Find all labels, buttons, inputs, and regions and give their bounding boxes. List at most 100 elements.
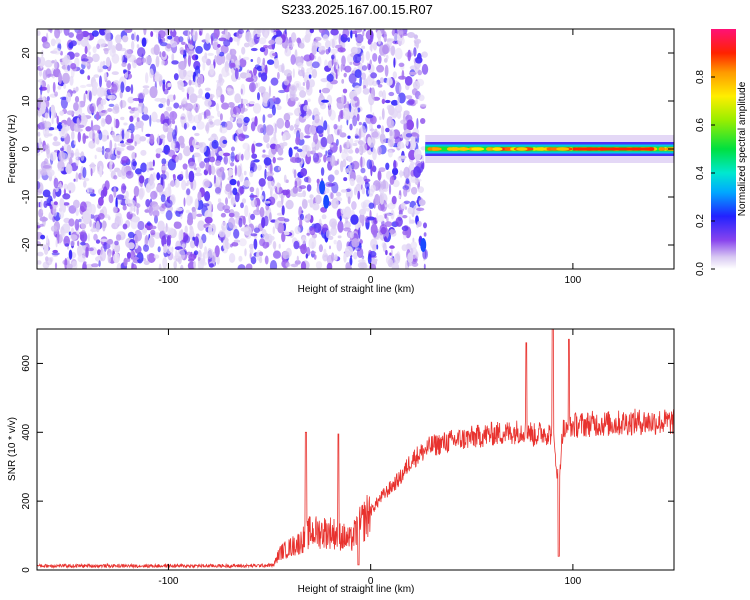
noise-cell <box>284 29 287 35</box>
noise-cell <box>57 168 64 172</box>
noise-cell <box>213 119 222 126</box>
noise-cell <box>386 77 393 86</box>
noise-cell <box>94 154 97 160</box>
noise-cell <box>377 215 385 223</box>
noise-cell <box>268 235 275 241</box>
noise-cell <box>81 58 89 62</box>
noise-cell <box>250 47 258 52</box>
noise-cell <box>284 218 290 222</box>
noise-cell <box>71 90 77 94</box>
noise-cell <box>53 201 58 206</box>
noise-cell <box>69 234 78 241</box>
noise-cell <box>267 113 273 118</box>
noise-cell <box>413 166 421 178</box>
noise-cell <box>223 39 231 47</box>
noise-cell <box>238 133 246 142</box>
noise-cell <box>111 45 116 54</box>
noise-cell <box>259 47 266 53</box>
noise-cell <box>248 101 255 105</box>
noise-cell <box>253 209 261 216</box>
noise-cell <box>179 105 182 109</box>
noise-cell <box>44 121 52 129</box>
noise-cell <box>91 105 95 114</box>
noise-cell <box>152 209 160 218</box>
noise-cell <box>325 150 328 156</box>
noise-cell <box>195 45 203 54</box>
noise-cell <box>272 250 282 259</box>
noise-cell <box>410 186 418 195</box>
noise-cell <box>131 263 137 269</box>
noise-cell <box>95 239 101 244</box>
noise-cell <box>288 147 293 158</box>
noise-cell <box>170 180 176 187</box>
noise-cell <box>387 136 395 148</box>
noise-cell <box>295 136 300 145</box>
noise-cell <box>355 183 361 193</box>
noise-cell <box>272 156 276 164</box>
noise-cell <box>106 135 109 140</box>
noise-cell <box>318 244 323 253</box>
noise-cell <box>227 88 235 96</box>
noise-cell <box>358 227 361 239</box>
noise-cell <box>138 175 145 184</box>
noise-cell <box>89 203 96 215</box>
noise-cell <box>225 197 228 206</box>
noise-cell <box>216 49 221 55</box>
noise-cell <box>154 73 163 82</box>
noise-cell <box>354 69 362 79</box>
noise-cell <box>274 218 279 230</box>
noise-cell <box>150 31 154 37</box>
noise-cell <box>274 36 283 45</box>
noise-cell <box>418 199 426 206</box>
noise-cell <box>87 75 91 80</box>
colorbar-label: Normalized spectral amplitude <box>737 81 748 216</box>
noise-cell <box>416 78 425 87</box>
noise-cell <box>405 178 410 185</box>
noise-cell <box>99 165 103 178</box>
noise-cell <box>123 69 127 73</box>
noise-cell <box>231 241 239 247</box>
noise-cell <box>44 112 49 119</box>
noise-cell <box>82 244 86 250</box>
noise-cell <box>353 96 358 102</box>
noise-cell <box>138 187 145 198</box>
noise-cell <box>387 202 396 210</box>
noise-cell <box>150 190 158 200</box>
noise-cell <box>37 169 41 181</box>
noise-cell <box>281 63 285 74</box>
noise-cell <box>341 94 345 104</box>
noise-cell <box>82 212 91 225</box>
noise-cell <box>342 159 347 168</box>
noise-cell <box>204 99 212 107</box>
noise-cell <box>183 235 191 244</box>
noise-cell <box>113 135 120 142</box>
noise-cell <box>108 103 115 107</box>
noise-cell <box>46 235 49 244</box>
noise-cell <box>242 56 250 61</box>
noise-cell <box>148 176 155 185</box>
noise-cell <box>318 29 326 34</box>
noise-cell <box>253 238 258 250</box>
noise-cell <box>397 29 406 37</box>
noise-cell <box>265 64 268 75</box>
noise-cell <box>149 68 154 79</box>
noise-cell <box>128 129 132 133</box>
noise-cell <box>348 73 357 84</box>
noise-cell <box>301 199 308 209</box>
noise-cell <box>385 127 390 133</box>
noise-cell <box>321 214 327 220</box>
noise-cell <box>37 112 43 117</box>
noise-cell <box>407 98 415 105</box>
noise-cell <box>85 246 89 258</box>
noise-cell <box>168 116 172 128</box>
noise-cell <box>372 41 377 51</box>
band-strong <box>572 147 654 151</box>
noise-cell <box>326 134 333 145</box>
noise-cell <box>125 170 134 179</box>
noise-cell <box>359 125 367 138</box>
noise-cell <box>302 82 306 86</box>
noise-cell <box>354 135 360 139</box>
noise-cell <box>264 31 269 39</box>
noise-cell <box>421 63 429 75</box>
